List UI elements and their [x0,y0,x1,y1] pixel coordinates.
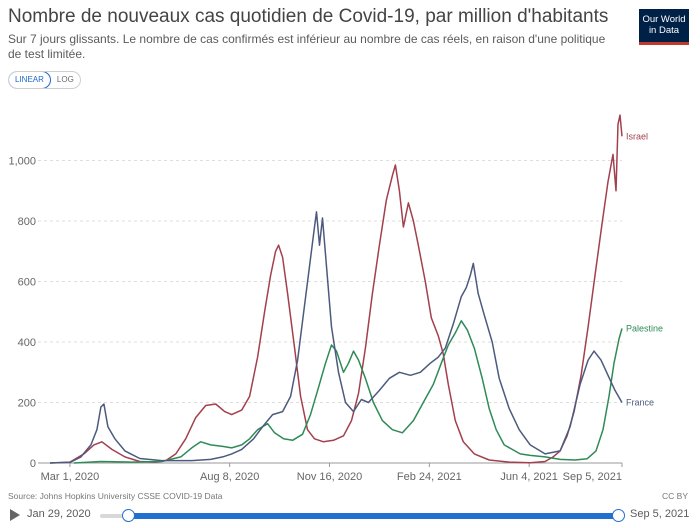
series-label-israel: Israel [626,131,648,141]
y-tick-label: 200 [18,398,36,410]
x-tick-label: Aug 8, 2020 [200,471,259,483]
series-labels: Israel Palestine France [626,131,663,407]
series-label-france: France [626,398,654,408]
timeline: Jan 29, 2020 Sep 5, 2021 [0,504,700,528]
y-tick-label: 600 [18,277,36,289]
series-line-palestine[interactable] [73,320,623,464]
series-line-france[interactable] [49,211,623,464]
y-tick-label: 0 [30,458,36,470]
logo-line-1: Our World [642,14,686,25]
log-scale-button[interactable]: LOG [56,75,74,84]
play-icon[interactable] [10,509,20,521]
source-note: Source: Johns Hopkins University CSSE CO… [8,491,223,501]
owid-logo[interactable]: Our World in Data [639,9,689,45]
scale-toggle: LINEAR LOG [8,71,81,89]
x-tick-label: Nov 16, 2020 [297,471,362,483]
x-axis-ticks: Mar 1, 2020 Aug 8, 2020 Nov 16, 2020 Feb 24… [41,463,623,483]
license-link[interactable]: CC BY [662,491,688,501]
x-tick-label: Feb 24, 2021 [397,471,462,483]
timeline-end-handle[interactable] [612,509,625,522]
series-label-palestine: Palestine [626,323,663,333]
timeline-selected-range [128,513,619,519]
x-tick-label: Jun 4, 2021 [500,471,558,483]
timeline-start-date: Jan 29, 2020 [27,508,91,520]
y-axis-ticks: 0 200 400 600 800 1,000 [8,156,36,471]
y-tick-label: 800 [18,216,36,228]
chart-subtitle: Sur 7 jours glissants. Le nombre de cas … [8,32,606,61]
logo-line-2: in Data [648,25,680,36]
x-tick-label: Mar 1, 2020 [41,471,100,483]
x-tick-label: Sep 5, 2021 [563,471,622,483]
y-tick-label: 400 [18,337,36,349]
series-line-israel[interactable] [49,114,623,464]
timeline-start-handle[interactable] [122,509,135,522]
y-tick-label: 1,000 [8,156,36,168]
timeline-end-date: Sep 5, 2021 [630,508,690,520]
series-lines [49,114,623,464]
chart-title: Nombre de nouveaux cas quotidien de Covi… [8,6,609,27]
line-chart: 0 200 400 600 800 1,000 Mar 1, 2020 Aug 8, 202… [8,114,663,483]
linear-scale-button[interactable]: LINEAR [8,72,51,88]
